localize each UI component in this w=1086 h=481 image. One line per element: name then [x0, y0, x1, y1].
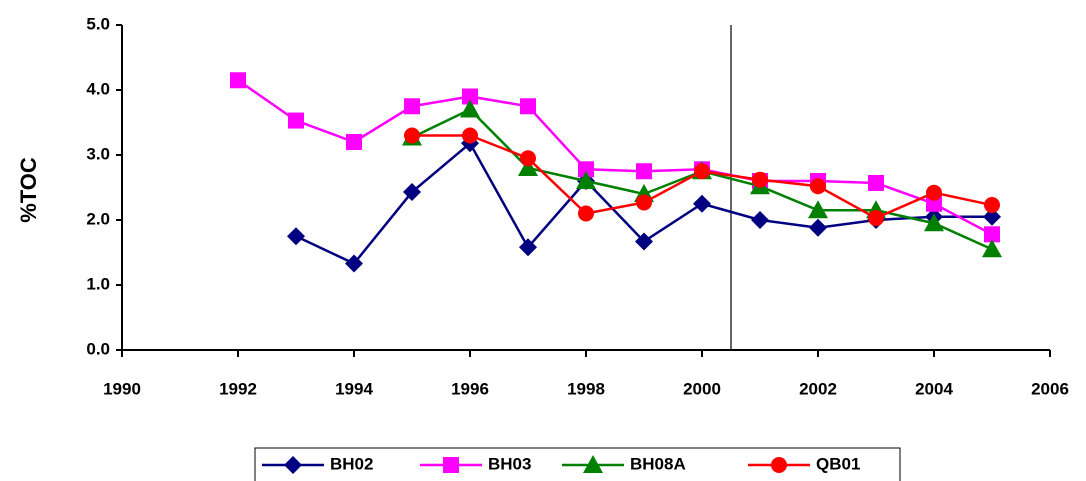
series-line — [237, 79, 993, 236]
marker — [635, 232, 653, 251]
marker — [346, 134, 362, 150]
marker — [808, 200, 828, 219]
marker — [404, 127, 420, 144]
y-tick-label: 3.0 — [86, 144, 110, 163]
legend-label: BH08A — [630, 454, 686, 473]
marker — [868, 174, 884, 191]
marker — [520, 150, 536, 167]
marker — [771, 457, 787, 473]
marker — [984, 197, 1000, 214]
marker — [636, 163, 652, 180]
marker — [403, 183, 421, 202]
marker — [926, 184, 942, 201]
x-tick-label: 2000 — [683, 379, 721, 398]
marker — [284, 456, 302, 474]
marker — [462, 88, 478, 105]
marker — [519, 238, 537, 257]
marker — [460, 99, 480, 118]
marker — [983, 207, 1001, 226]
y-tick-label: 1.0 — [86, 274, 110, 293]
marker — [518, 158, 538, 176]
marker — [984, 226, 1000, 243]
marker — [810, 178, 826, 195]
marker — [578, 161, 594, 178]
marker — [230, 72, 246, 89]
marker — [751, 211, 769, 229]
marker — [926, 195, 942, 212]
legend-label: BH03 — [488, 454, 531, 473]
marker — [462, 127, 478, 144]
marker — [694, 163, 710, 180]
marker — [578, 205, 594, 222]
x-tick-label: 1992 — [219, 379, 257, 398]
series-line — [411, 107, 993, 251]
x-tick-label: 1994 — [335, 379, 373, 398]
marker — [693, 194, 711, 213]
x-tick-label: 2002 — [799, 379, 837, 398]
y-tick-label: 2.0 — [86, 209, 110, 228]
marker — [982, 239, 1002, 258]
marker — [583, 455, 603, 473]
x-tick-label: 2006 — [1031, 379, 1069, 398]
x-tick-label: 1990 — [103, 379, 141, 398]
y-tick-label: 0.0 — [86, 339, 110, 358]
marker — [576, 171, 596, 189]
marker — [809, 218, 827, 237]
marker — [404, 98, 420, 115]
marker — [345, 254, 363, 273]
marker — [520, 98, 536, 115]
legend-label: BH02 — [330, 454, 373, 473]
marker — [868, 210, 884, 227]
marker — [443, 457, 459, 473]
marker — [287, 227, 305, 246]
x-tick-label: 2004 — [915, 379, 953, 398]
y-tick-label: 5.0 — [86, 14, 110, 33]
x-tick-label: 1998 — [567, 379, 605, 398]
x-tick-label: 1996 — [451, 379, 489, 398]
marker — [752, 171, 768, 188]
legend-label: QB01 — [816, 454, 860, 473]
marker — [924, 213, 944, 232]
y-axis-label: %TOC — [16, 157, 41, 223]
marker — [636, 194, 652, 211]
marker — [288, 112, 304, 129]
y-tick-label: 4.0 — [86, 79, 110, 98]
